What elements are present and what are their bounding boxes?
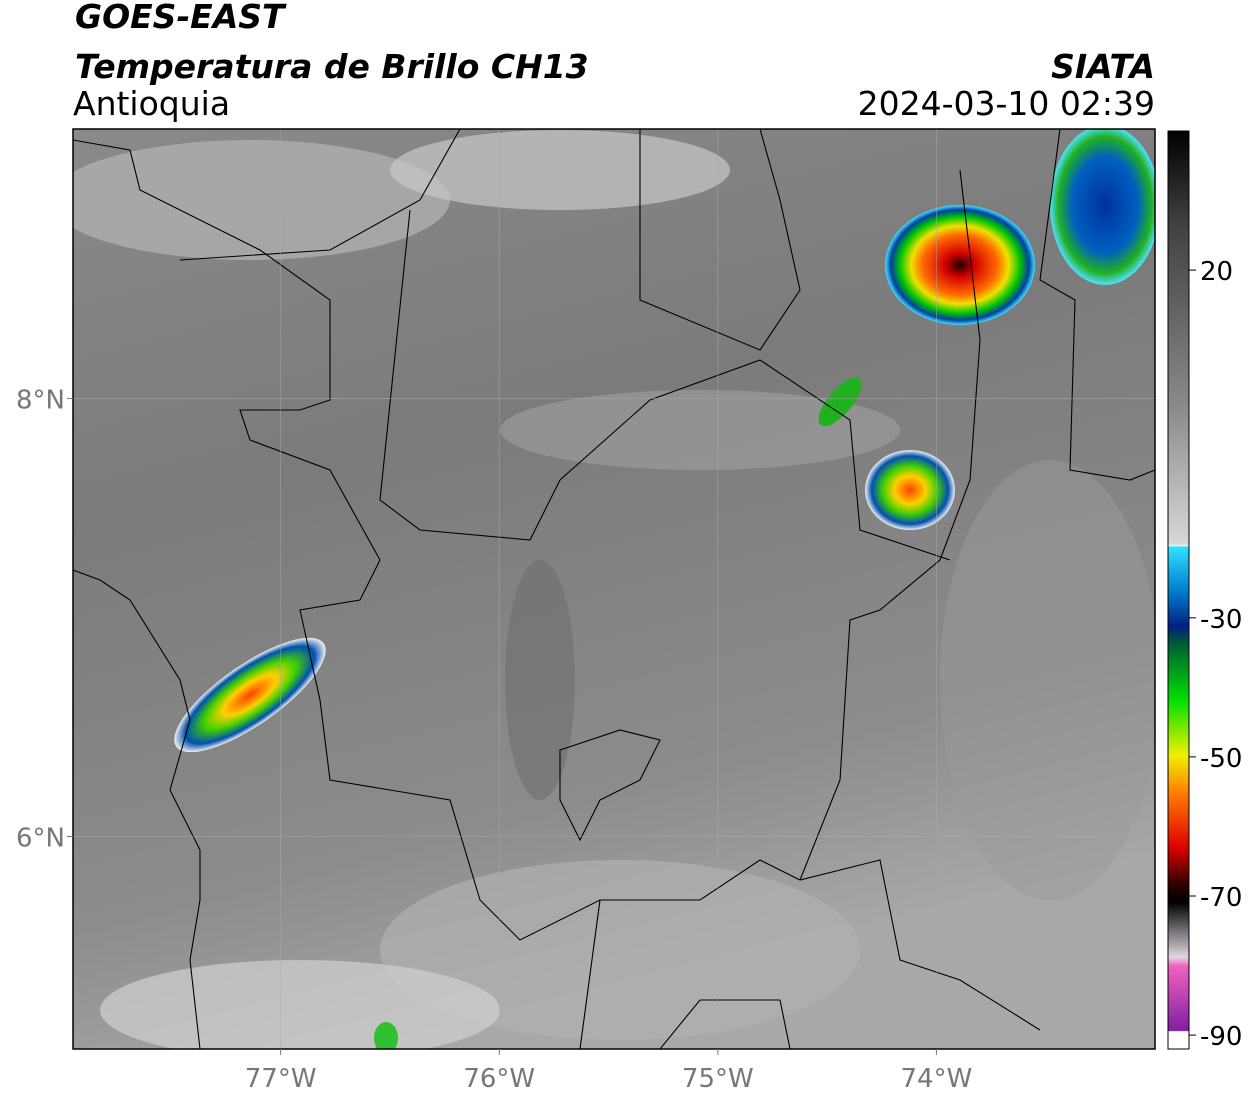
source: SIATA: [1051, 47, 1155, 86]
colorbar-label: 20: [1200, 257, 1233, 287]
colorbar-label: -70: [1200, 883, 1242, 913]
region: Antioquia: [73, 84, 230, 123]
y-tick-label: 8°N: [16, 385, 65, 415]
colorbar-label: -90: [1200, 1022, 1242, 1052]
colorbar-label: -50: [1200, 744, 1242, 774]
timestamp: 2024-03-10 02:39: [858, 84, 1155, 123]
graticule: [73, 129, 1155, 1049]
x-tick-label: 75°W: [682, 1064, 754, 1094]
x-tick-label: 76°W: [463, 1064, 535, 1094]
subtitle: Temperatura de Brillo CH13: [75, 47, 589, 86]
map-image: [73, 129, 1155, 1049]
title: GOES-EAST: [75, 0, 287, 36]
x-tick-label: 77°W: [245, 1064, 317, 1094]
y-tick-label: 6°N: [16, 824, 65, 854]
colorbar-label: -30: [1200, 605, 1242, 635]
x-tick-label: 74°W: [901, 1064, 973, 1094]
colorbar: [1167, 130, 1190, 1050]
map-frame: [72, 128, 1156, 1050]
